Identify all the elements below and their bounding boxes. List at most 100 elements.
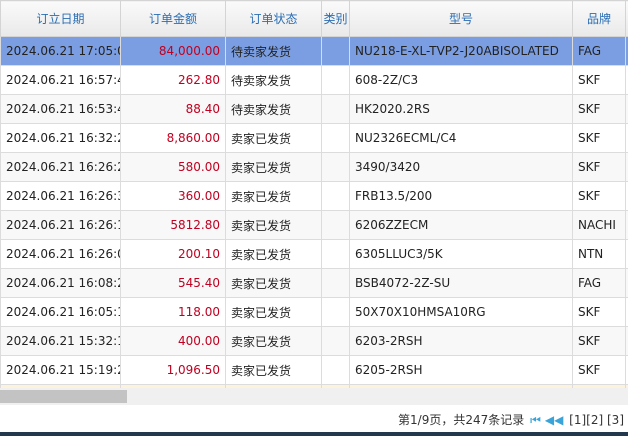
table-row[interactable]: 2024.06.21 16:26:29 580.00 卖家已发货 3490/3420 S… — [0, 152, 628, 182]
column-header[interactable]: 订单金额 — [120, 0, 226, 37]
table-row[interactable]: 2024.06.21 15:19:25 1,096.50 卖家已发货 6205-2RS… — [0, 355, 628, 385]
table-row[interactable]: 2024.06.21 16:26:33 360.00 卖家已发货 FRB13.5/20… — [0, 181, 628, 211]
scrollbar-thumb[interactable] — [0, 390, 127, 403]
table-row[interactable]: 2024.06.21 16:32:22 8,860.00 卖家已发货 NU2326EC… — [0, 123, 628, 153]
category-cell — [321, 210, 350, 240]
category-cell — [321, 152, 350, 182]
first-page-icon[interactable]: ⏮ — [530, 413, 541, 427]
category-cell — [321, 65, 350, 95]
brand-cell: SKF — [572, 297, 626, 327]
order-status-cell: 待卖家发货 — [225, 94, 322, 124]
brand-cell: SKF — [572, 181, 626, 211]
order-status-cell: 卖家已发货 — [225, 239, 322, 269]
order-status-cell: 卖家已发货 — [225, 326, 322, 356]
category-cell — [321, 94, 350, 124]
order-amount-cell: 200.10 — [120, 239, 226, 269]
order-amount-cell: 400.00 — [120, 326, 226, 356]
order-amount-cell: 262.80 — [120, 65, 226, 95]
brand-cell: SKF — [572, 326, 626, 356]
order-date-cell: 2024.06.21 16:26:04 — [0, 239, 121, 269]
model-cell: 6205-2RSH — [349, 355, 573, 385]
model-cell: HK2020.2RS — [349, 94, 573, 124]
order-status-cell: 卖家已发货 — [225, 181, 322, 211]
model-cell: 50X70X10HMSA10RG — [349, 297, 573, 327]
table-row[interactable]: 2024.06.21 16:57:43 262.80 待卖家发货 608-2Z/C3 S… — [0, 65, 628, 95]
brand-cell: SKF — [572, 94, 626, 124]
brand-cell: FAG — [572, 268, 626, 298]
category-cell — [321, 181, 350, 211]
order-date-cell: 2024.06.21 16:32:22 — [0, 123, 121, 153]
order-status-cell: 卖家已发货 — [225, 355, 322, 385]
model-cell: 3490/3420 — [349, 152, 573, 182]
category-cell — [321, 355, 350, 385]
order-amount-cell: 88.40 — [120, 94, 226, 124]
order-date-cell: 2024.06.21 16:08:24 — [0, 268, 121, 298]
order-amount-cell: 360.00 — [120, 181, 226, 211]
pagination: 第1/9页，共247条记录 ⏮ ◀◀ [1][2] [3] — [398, 411, 624, 428]
brand-cell: FAG — [572, 36, 626, 66]
table-row[interactable]: 2024.06.21 16:08:24 545.40 卖家已发货 BSB4072-2Z… — [0, 268, 628, 298]
order-amount-cell: 8,860.00 — [120, 123, 226, 153]
bottom-border — [0, 432, 628, 436]
category-cell — [321, 326, 350, 356]
model-cell: 6305LLUC3/5K — [349, 239, 573, 269]
prev-page-icon[interactable]: ◀◀ — [544, 413, 564, 427]
brand-cell: SKF — [572, 123, 626, 153]
order-date-cell: 2024.06.21 16:53:49 — [0, 94, 121, 124]
order-amount-cell: 545.40 — [120, 268, 226, 298]
order-date-cell: 2024.06.21 15:32:19 — [0, 326, 121, 356]
order-status-cell: 卖家已发货 — [225, 210, 322, 240]
order-date-cell: 2024.06.21 16:26:29 — [0, 152, 121, 182]
table-row[interactable]: 2024.06.21 15:32:19 400.00 卖家已发货 6203-2RSH S… — [0, 326, 628, 356]
table-row[interactable]: 2024.06.21 16:26:19 5812.80 卖家已发货 6206ZZECM… — [0, 210, 628, 240]
order-amount-cell: 580.00 — [120, 152, 226, 182]
category-cell — [321, 268, 350, 298]
brand-cell: SKF — [572, 355, 626, 385]
model-cell: NU2326ECML/C4 — [349, 123, 573, 153]
order-status-cell: 卖家已发货 — [225, 123, 322, 153]
horizontal-scrollbar[interactable] — [0, 388, 628, 405]
order-status-cell: 卖家已发货 — [225, 268, 322, 298]
page-link-3[interactable]: [3] — [607, 413, 624, 427]
page-info: 第1/9页，共247条记录 — [398, 413, 525, 427]
brand-cell: SKF — [572, 65, 626, 95]
order-amount-cell: 84,000.00 — [120, 36, 226, 66]
order-date-cell: 2024.06.21 17:05:00 — [0, 36, 121, 66]
table-row[interactable]: 2024.06.21 17:05:00 84,000.00 待卖家发货 NU218-E… — [0, 36, 628, 66]
category-cell — [321, 123, 350, 153]
model-cell: 6203-2RSH — [349, 326, 573, 356]
table-row[interactable]: 2024.06.21 16:53:49 88.40 待卖家发货 HK2020.2RS S… — [0, 94, 628, 124]
page-link-1[interactable]: [1] — [569, 413, 587, 427]
brand-cell: NACHI — [572, 210, 626, 240]
order-amount-cell: 1,096.50 — [120, 355, 226, 385]
table-row[interactable]: 2024.06.21 16:05:12 118.00 卖家已发货 50X70X10HM… — [0, 297, 628, 327]
order-status-cell: 待卖家发货 — [225, 36, 322, 66]
model-cell: FRB13.5/200 — [349, 181, 573, 211]
column-header[interactable]: 订单状态 — [225, 0, 322, 37]
model-cell: NU218-E-XL-TVP2-J20ABISOLATED — [349, 36, 573, 66]
brand-cell: SKF — [572, 152, 626, 182]
model-cell: 6206ZZECM — [349, 210, 573, 240]
column-header[interactable]: 型号 — [349, 0, 573, 37]
table-row[interactable]: 2024.06.21 16:26:04 200.10 卖家已发货 6305LLUC3/… — [0, 239, 628, 269]
brand-cell: NTN — [572, 239, 626, 269]
orders-table: 订立日期 订单金额 订单状态 类别 型号 品牌 2024.06.21 17:05:00 84… — [0, 0, 628, 391]
column-header[interactable]: 订立日期 — [0, 0, 121, 37]
order-status-cell: 卖家已发货 — [225, 152, 322, 182]
column-header[interactable]: 类别 — [321, 0, 350, 37]
category-cell — [321, 297, 350, 327]
category-cell — [321, 36, 350, 66]
order-date-cell: 2024.06.21 16:26:19 — [0, 210, 121, 240]
category-cell — [321, 239, 350, 269]
order-date-cell: 2024.06.21 16:57:43 — [0, 65, 121, 95]
column-header[interactable]: 品牌 — [572, 0, 626, 37]
order-amount-cell: 118.00 — [120, 297, 226, 327]
order-status-cell: 卖家已发货 — [225, 297, 322, 327]
model-cell: 608-2Z/C3 — [349, 65, 573, 95]
order-date-cell: 2024.06.21 15:19:25 — [0, 355, 121, 385]
order-date-cell: 2024.06.21 16:05:12 — [0, 297, 121, 327]
order-amount-cell: 5812.80 — [120, 210, 226, 240]
page-link-2[interactable]: [2] — [586, 413, 604, 427]
order-date-cell: 2024.06.21 16:26:33 — [0, 181, 121, 211]
